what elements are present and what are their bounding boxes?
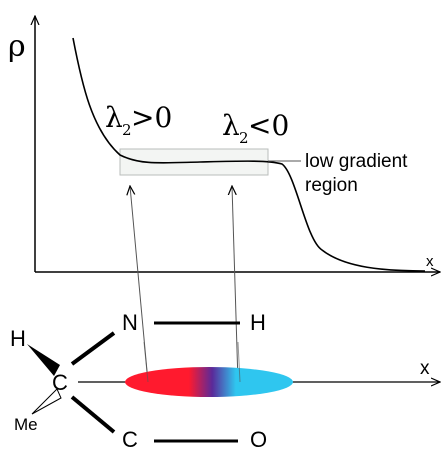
lambda2-negative-label: λ 2 <0 xyxy=(222,109,289,147)
atom-o: O xyxy=(250,427,267,452)
atom-n: N xyxy=(122,310,138,335)
lambda2-positive-label: λ 2 >0 xyxy=(105,101,172,139)
group-me: Me xyxy=(14,415,38,434)
atom-h-right: H xyxy=(250,310,266,335)
svg-text:λ: λ xyxy=(105,101,123,134)
region-label-line1: low gradient xyxy=(305,151,408,172)
projection-arrow-left-lower xyxy=(143,341,149,383)
projection-arrow-right xyxy=(232,186,239,383)
svg-text:2: 2 xyxy=(239,129,249,147)
svg-text:>0: >0 xyxy=(131,101,172,134)
svg-text:<0: <0 xyxy=(248,109,289,142)
bond-c-c xyxy=(70,395,116,434)
region-label-line2: region xyxy=(305,175,358,196)
x-axis-top-label: x xyxy=(426,253,434,270)
projection-arrow-right-lower xyxy=(237,341,241,383)
wedge-bond-h xyxy=(27,344,60,376)
svg-text:λ: λ xyxy=(222,109,240,142)
bond-c-n xyxy=(70,331,116,366)
rho-label: ρ xyxy=(8,29,26,64)
atom-h-left: H xyxy=(10,326,26,351)
atom-c-center: C xyxy=(52,370,68,395)
hash-bond-me xyxy=(31,388,62,415)
atom-c-bottom: C xyxy=(122,427,138,452)
interaction-isosurface xyxy=(125,367,293,397)
density-curve xyxy=(72,37,426,272)
svg-text:2: 2 xyxy=(122,121,132,139)
x-axis-bottom-label: x xyxy=(420,358,430,379)
